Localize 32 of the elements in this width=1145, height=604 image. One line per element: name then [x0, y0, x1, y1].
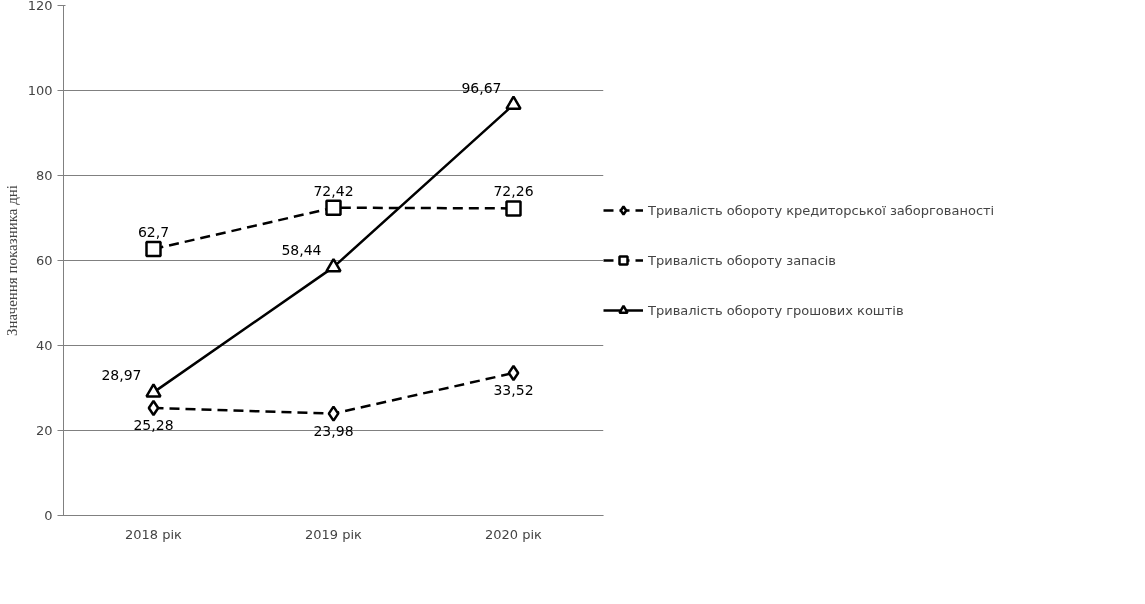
data-label: 96,67 [461, 79, 502, 96]
y-tick-label: 100 [27, 83, 53, 98]
point [505, 200, 522, 217]
y-axis-title: Значення показника дні [3, 184, 20, 337]
legend-label: Тривалість обороту кредиторської заборгованості [648, 202, 995, 218]
point [325, 199, 342, 216]
point [327, 405, 340, 422]
y-tick-label: 0 [44, 508, 53, 523]
point [145, 383, 162, 398]
x-tick-label: 2018 рік [125, 526, 183, 542]
data-label: 58,44 [281, 242, 322, 259]
y-tick-label: 80 [35, 168, 53, 183]
point [145, 240, 162, 258]
data-label: 23,98 [313, 422, 354, 439]
legend-label: Тривалість обороту грошових коштів [648, 302, 904, 318]
point [505, 95, 522, 110]
data-label: 28,97 [101, 367, 142, 384]
data-label: 72,26 [493, 183, 534, 200]
data-label: 33,52 [493, 382, 534, 399]
point [147, 399, 160, 417]
legend-label: Тривалість обороту запасів [648, 252, 836, 268]
y-tick-label: 40 [35, 338, 53, 353]
y-tick-label: 20 [35, 423, 53, 438]
point [507, 364, 520, 382]
point [325, 257, 342, 273]
data-label: 25,28 [133, 417, 174, 434]
x-tick-label: 2020 рік [485, 526, 543, 542]
y-tick-label: 60 [35, 253, 53, 268]
y-tick-label: 120 [27, 0, 53, 13]
data-label: 72,42 [313, 182, 354, 199]
x-tick-label: 2019 рік [305, 526, 363, 542]
data-label: 62,7 [137, 224, 170, 241]
